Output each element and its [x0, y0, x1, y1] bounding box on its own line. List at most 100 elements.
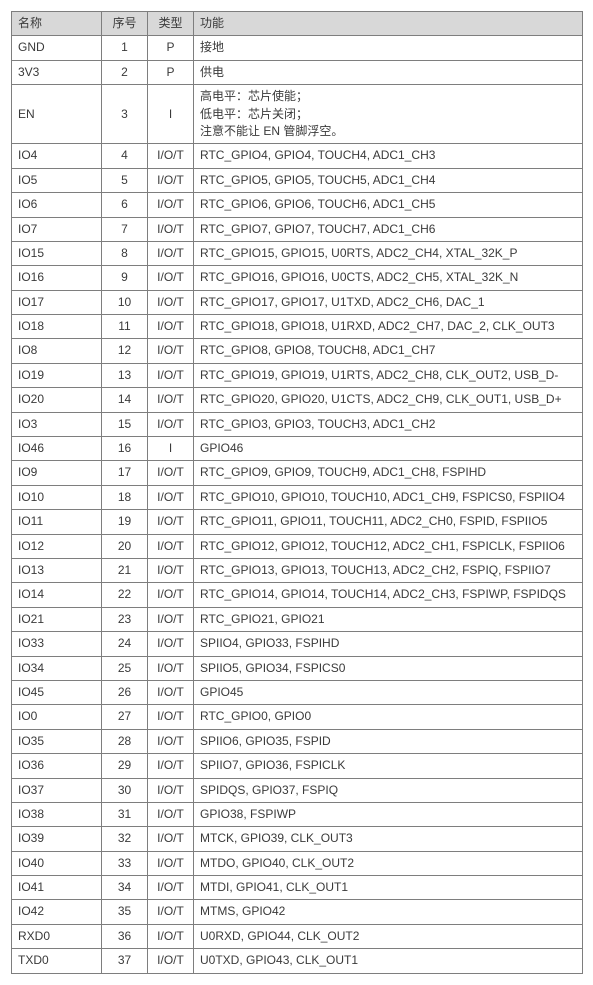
cell-type: I/O/T [148, 266, 194, 290]
cell-func: RTC_GPIO14, GPIO14, TOUCH14, ADC2_CH3, F… [194, 583, 583, 607]
cell-type: I/O/T [148, 778, 194, 802]
table-row: IO027I/O/TRTC_GPIO0, GPIO0 [12, 705, 583, 729]
cell-type: I/O/T [148, 290, 194, 314]
cell-type: I/O/T [148, 607, 194, 631]
table-row: EN3I高电平：芯片使能；低电平：芯片关闭；注意不能让 EN 管脚浮空。 [12, 85, 583, 144]
cell-type: I/O/T [148, 485, 194, 509]
cell-name: IO0 [12, 705, 102, 729]
cell-name: TXD0 [12, 949, 102, 973]
cell-seq: 15 [102, 412, 148, 436]
cell-seq: 33 [102, 851, 148, 875]
cell-type: I/O/T [148, 168, 194, 192]
table-row: IO66I/O/TRTC_GPIO6, GPIO6, TOUCH6, ADC1_… [12, 193, 583, 217]
cell-seq: 32 [102, 827, 148, 851]
cell-seq: 12 [102, 339, 148, 363]
cell-type: I/O/T [148, 754, 194, 778]
cell-name: IO11 [12, 510, 102, 534]
cell-func: SPIIO7, GPIO36, FSPICLK [194, 754, 583, 778]
cell-seq: 31 [102, 802, 148, 826]
cell-func: SPIIO5, GPIO34, FSPICS0 [194, 656, 583, 680]
cell-seq: 24 [102, 632, 148, 656]
table-row: IO3324I/O/TSPIIO4, GPIO33, FSPIHD [12, 632, 583, 656]
cell-func: SPIIO4, GPIO33, FSPIHD [194, 632, 583, 656]
cell-type: I/O/T [148, 705, 194, 729]
cell-name: IO46 [12, 437, 102, 461]
cell-func: MTCK, GPIO39, CLK_OUT3 [194, 827, 583, 851]
cell-func: RTC_GPIO16, GPIO16, U0CTS, ADC2_CH5, XTA… [194, 266, 583, 290]
cell-name: IO42 [12, 900, 102, 924]
table-row: IO315I/O/TRTC_GPIO3, GPIO3, TOUCH3, ADC1… [12, 412, 583, 436]
table-row: IO1422I/O/TRTC_GPIO14, GPIO14, TOUCH14, … [12, 583, 583, 607]
table-row: IO4134I/O/TMTDI, GPIO41, CLK_OUT1 [12, 876, 583, 900]
cell-seq: 27 [102, 705, 148, 729]
cell-func: RTC_GPIO8, GPIO8, TOUCH8, ADC1_CH7 [194, 339, 583, 363]
cell-type: I/O/T [148, 827, 194, 851]
cell-name: IO36 [12, 754, 102, 778]
cell-func: U0TXD, GPIO43, CLK_OUT1 [194, 949, 583, 973]
cell-name: IO5 [12, 168, 102, 192]
table-row: IO1220I/O/TRTC_GPIO12, GPIO12, TOUCH12, … [12, 534, 583, 558]
cell-seq: 29 [102, 754, 148, 778]
cell-func: RTC_GPIO3, GPIO3, TOUCH3, ADC1_CH2 [194, 412, 583, 436]
cell-type: I/O/T [148, 558, 194, 582]
cell-seq: 22 [102, 583, 148, 607]
cell-seq: 35 [102, 900, 148, 924]
cell-func: RTC_GPIO17, GPIO17, U1TXD, ADC2_CH6, DAC… [194, 290, 583, 314]
cell-name: IO7 [12, 217, 102, 241]
cell-type: I/O/T [148, 193, 194, 217]
cell-func: RTC_GPIO15, GPIO15, U0RTS, ADC2_CH4, XTA… [194, 241, 583, 265]
cell-seq: 23 [102, 607, 148, 631]
table-row: TXD037I/O/TU0TXD, GPIO43, CLK_OUT1 [12, 949, 583, 973]
cell-func: RTC_GPIO12, GPIO12, TOUCH12, ADC2_CH1, F… [194, 534, 583, 558]
cell-name: 3V3 [12, 60, 102, 84]
cell-func: 高电平：芯片使能；低电平：芯片关闭；注意不能让 EN 管脚浮空。 [194, 85, 583, 144]
cell-seq: 17 [102, 461, 148, 485]
table-row: IO3629I/O/TSPIIO7, GPIO36, FSPICLK [12, 754, 583, 778]
table-header: 名称 序号 类型 功能 [12, 12, 583, 36]
table-row: GND1P接地 [12, 36, 583, 60]
cell-seq: 20 [102, 534, 148, 558]
cell-name: IO10 [12, 485, 102, 509]
cell-name: IO15 [12, 241, 102, 265]
col-header-name: 名称 [12, 12, 102, 36]
cell-type: P [148, 60, 194, 84]
table-row: IO2123I/O/TRTC_GPIO21, GPIO21 [12, 607, 583, 631]
cell-name: IO35 [12, 729, 102, 753]
cell-func: RTC_GPIO6, GPIO6, TOUCH6, ADC1_CH5 [194, 193, 583, 217]
cell-name: IO13 [12, 558, 102, 582]
cell-name: IO40 [12, 851, 102, 875]
cell-func: GPIO38, FSPIWP [194, 802, 583, 826]
table-row: IO1811I/O/TRTC_GPIO18, GPIO18, U1RXD, AD… [12, 315, 583, 339]
table-row: IO4526I/O/TGPIO45 [12, 680, 583, 704]
cell-type: I/O/T [148, 217, 194, 241]
cell-type: I/O/T [148, 412, 194, 436]
table-row: RXD036I/O/TU0RXD, GPIO44, CLK_OUT2 [12, 924, 583, 948]
cell-seq: 2 [102, 60, 148, 84]
table-row: IO1913I/O/TRTC_GPIO19, GPIO19, U1RTS, AD… [12, 363, 583, 387]
cell-type: P [148, 36, 194, 60]
pin-definition-table: 名称 序号 类型 功能 GND1P接地3V32P供电EN3I高电平：芯片使能；低… [11, 11, 583, 974]
cell-func: RTC_GPIO18, GPIO18, U1RXD, ADC2_CH7, DAC… [194, 315, 583, 339]
cell-name: EN [12, 85, 102, 144]
cell-func: MTMS, GPIO42 [194, 900, 583, 924]
cell-func: GPIO45 [194, 680, 583, 704]
cell-seq: 3 [102, 85, 148, 144]
cell-seq: 9 [102, 266, 148, 290]
table-row: IO3730I/O/TSPIDQS, GPIO37, FSPIQ [12, 778, 583, 802]
cell-seq: 36 [102, 924, 148, 948]
cell-func: RTC_GPIO19, GPIO19, U1RTS, ADC2_CH8, CLK… [194, 363, 583, 387]
cell-seq: 16 [102, 437, 148, 461]
table-row: IO1119I/O/TRTC_GPIO11, GPIO11, TOUCH11, … [12, 510, 583, 534]
cell-type: I/O/T [148, 510, 194, 534]
cell-name: GND [12, 36, 102, 60]
cell-name: IO3 [12, 412, 102, 436]
cell-func: RTC_GPIO10, GPIO10, TOUCH10, ADC1_CH9, F… [194, 485, 583, 509]
cell-func: GPIO46 [194, 437, 583, 461]
cell-func: RTC_GPIO20, GPIO20, U1CTS, ADC2_CH9, CLK… [194, 388, 583, 412]
cell-name: IO41 [12, 876, 102, 900]
table-row: IO4033I/O/TMTDO, GPIO40, CLK_OUT2 [12, 851, 583, 875]
cell-seq: 30 [102, 778, 148, 802]
cell-type: I/O/T [148, 461, 194, 485]
table-row: IO812I/O/TRTC_GPIO8, GPIO8, TOUCH8, ADC1… [12, 339, 583, 363]
cell-func: 供电 [194, 60, 583, 84]
